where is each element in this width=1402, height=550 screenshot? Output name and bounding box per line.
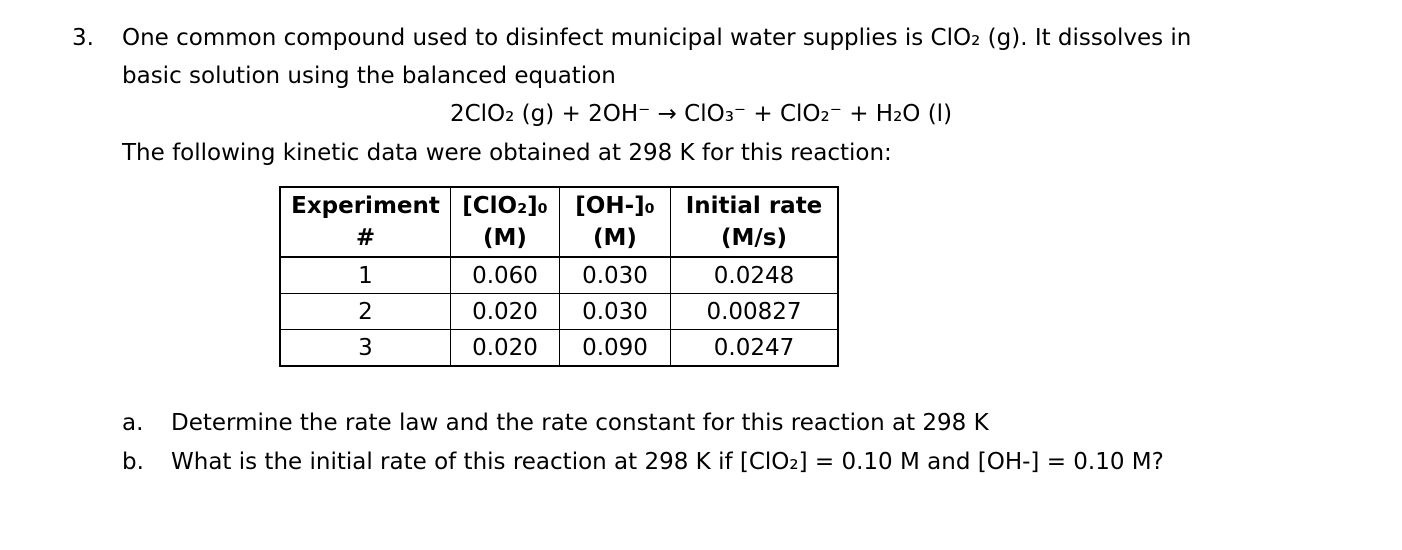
problem-intro-line-1: One common compound used to disinfect mu… (122, 25, 1192, 51)
cell-oh: 0.090 (559, 329, 671, 367)
header-experiment-line2: # (355, 225, 376, 251)
cell-experiment: 1 (279, 256, 451, 294)
question-b-text: What is the initial rate of this reactio… (171, 449, 1164, 475)
question-b-letter: b. (122, 449, 144, 475)
cell-oh: 0.030 (559, 256, 671, 294)
cell-rate: 0.0247 (670, 329, 839, 367)
header-rate-line2: (M/s) (720, 225, 787, 251)
header-rate-line1: Initial rate (685, 193, 823, 219)
table-row: 2 0.020 0.030 0.00827 (279, 293, 839, 330)
question-a-letter: a. (122, 410, 144, 436)
cell-experiment: 3 (279, 329, 451, 367)
cell-clo2: 0.020 (450, 293, 560, 330)
cell-rate: 0.00827 (670, 293, 839, 330)
header-oh-line2: (M) (593, 225, 637, 251)
cell-rate: 0.0248 (670, 256, 839, 294)
cell-experiment: 2 (279, 293, 451, 330)
data-intro-text: The following kinetic data were obtained… (122, 140, 892, 166)
header-clo2-conc: [ClO₂]₀ (M) (450, 186, 560, 258)
header-clo2-line2: (M) (483, 225, 527, 251)
balanced-equation: 2ClO₂ (g) + 2OH⁻ → ClO₃⁻ + ClO₂⁻ + H₂O (… (449, 101, 953, 127)
cell-clo2: 0.060 (450, 256, 560, 294)
kinetic-data-table: Experiment # [ClO₂]₀ (M) [OH-]₀ (M) Init… (279, 186, 839, 367)
cell-oh: 0.030 (559, 293, 671, 330)
balanced-equation-row: 2ClO₂ (g) + 2OH⁻ → ClO₃⁻ + ClO₂⁻ + H₂O (… (0, 101, 1402, 127)
header-clo2-line1: [ClO₂]₀ (462, 193, 548, 219)
header-experiment: Experiment # (279, 186, 451, 258)
problem-number: 3. (72, 25, 94, 51)
problem-intro-line-2: basic solution using the balanced equati… (122, 63, 616, 89)
question-a-text: Determine the rate law and the rate cons… (171, 410, 989, 436)
cell-clo2: 0.020 (450, 329, 560, 367)
table-row: 3 0.020 0.090 0.0247 (279, 329, 839, 367)
header-experiment-line1: Experiment (291, 193, 440, 219)
table-header-row: Experiment # [ClO₂]₀ (M) [OH-]₀ (M) Init… (279, 186, 839, 258)
header-initial-rate: Initial rate (M/s) (670, 186, 839, 258)
header-oh-line1: [OH-]₀ (575, 193, 655, 219)
table-row: 1 0.060 0.030 0.0248 (279, 256, 839, 294)
header-oh-conc: [OH-]₀ (M) (559, 186, 671, 258)
